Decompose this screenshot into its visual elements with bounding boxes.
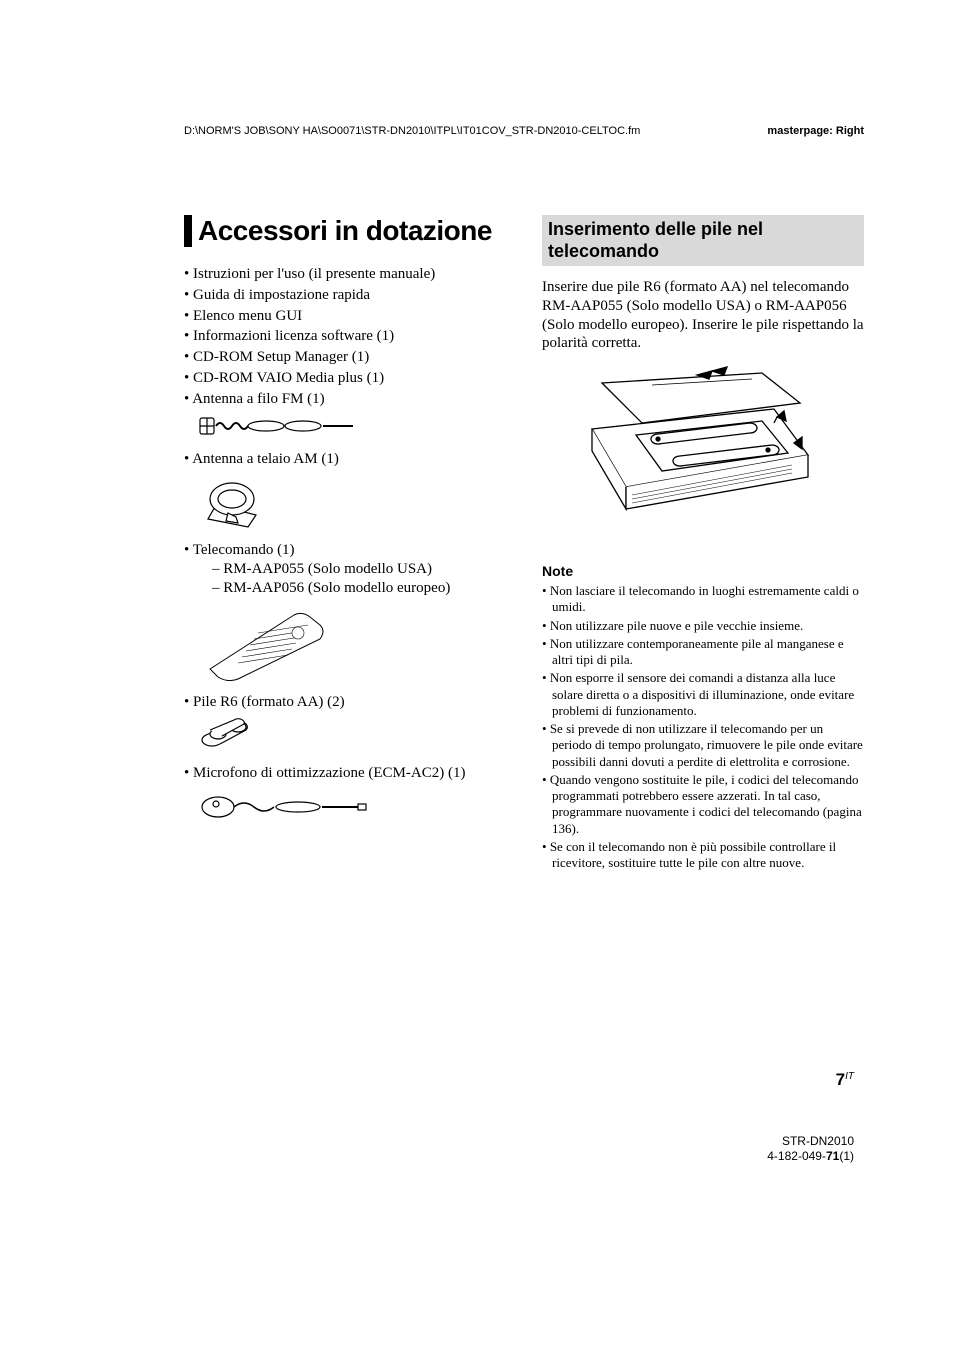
list-item: Microfono di ottimizzazione (ECM-AC2) (1… [184, 764, 506, 783]
note-item: Quando vengono sostituite le pile, i cod… [542, 772, 864, 837]
page-number-suffix: IT [845, 1071, 854, 1082]
note-item: Non lasciare il telecomando in luoghi es… [542, 583, 864, 616]
content-columns: Accessori in dotazione Istruzioni per l'… [184, 215, 864, 873]
battery-insert-diagram [562, 365, 864, 545]
body-paragraph: Inserire due pile R6 (formato AA) nel te… [542, 278, 864, 353]
footer: STR-DN2010 4-182-049-71(1) [767, 1134, 854, 1165]
page-number: 7IT [836, 1070, 854, 1090]
sublist-item: RM-AAP055 (Solo modello USA) [212, 560, 506, 579]
mic-icon [198, 789, 506, 821]
list-item: Elenco menu GUI [184, 307, 506, 326]
mic-list: Microfono di ottimizzazione (ECM-AC2) (1… [184, 764, 506, 783]
section-title-bar: Accessori in dotazione [184, 215, 506, 247]
left-column: Accessori in dotazione Istruzioni per l'… [184, 215, 506, 873]
note-item: Se con il telecomando non è più possibil… [542, 839, 864, 872]
section-title: Accessori in dotazione [198, 215, 506, 247]
list-item-label: Telecomando (1) [193, 542, 295, 558]
batteries-icon [198, 718, 506, 754]
list-item: Informazioni licenza software (1) [184, 327, 506, 346]
note-item: Se si prevede di non utilizzare il telec… [542, 721, 864, 770]
footer-code-bold: 71 [826, 1149, 839, 1163]
list-item: Telecomando (1) RM-AAP055 (Solo modello … [184, 541, 506, 597]
note-item: Non utilizzare contemporaneamente pile a… [542, 636, 864, 669]
note-heading: Note [542, 563, 864, 579]
header-masterpage: masterpage: Right [767, 125, 864, 137]
list-item: CD-ROM VAIO Media plus (1) [184, 369, 506, 388]
footer-code-post: (1) [839, 1149, 854, 1163]
header-file-path: D:\NORM'S JOB\SONY HA\SO0071\STR-DN2010\… [184, 125, 640, 137]
list-item: Istruzioni per l'uso (il presente manual… [184, 265, 506, 284]
list-item: CD-ROM Setup Manager (1) [184, 348, 506, 367]
fm-antenna-icon [198, 414, 506, 440]
battery-list: Pile R6 (formato AA) (2) [184, 693, 506, 712]
list-item: Pile R6 (formato AA) (2) [184, 693, 506, 712]
am-list: Antenna a telaio AM (1) [184, 450, 506, 469]
list-item: Guida di impostazione rapida [184, 286, 506, 305]
list-item: Antenna a telaio AM (1) [184, 450, 506, 469]
remote-control-icon [198, 603, 506, 683]
footer-model: STR-DN2010 [767, 1134, 854, 1150]
right-column: Inserimento delle pile nel telecomando I… [542, 215, 864, 873]
page-number-value: 7 [836, 1070, 845, 1089]
footer-code-pre: 4-182-049- [767, 1149, 826, 1163]
am-loop-icon [198, 475, 506, 531]
note-item: Non esporre il sensore dei comandi a dis… [542, 670, 864, 719]
remote-sublist: RM-AAP055 (Solo modello USA) RM-AAP056 (… [198, 560, 506, 598]
sublist-item: RM-AAP056 (Solo modello europeo) [212, 579, 506, 598]
subsection-heading: Inserimento delle pile nel telecomando [542, 215, 864, 266]
remote-list: Telecomando (1) RM-AAP055 (Solo modello … [184, 541, 506, 597]
accessories-list: Istruzioni per l'uso (il presente manual… [184, 265, 506, 408]
footer-code: 4-182-049-71(1) [767, 1149, 854, 1165]
note-item: Non utilizzare pile nuove e pile vecchie… [542, 618, 864, 634]
list-item: Antenna a filo FM (1) [184, 390, 506, 409]
notes-list: Non lasciare il telecomando in luoghi es… [542, 583, 864, 871]
